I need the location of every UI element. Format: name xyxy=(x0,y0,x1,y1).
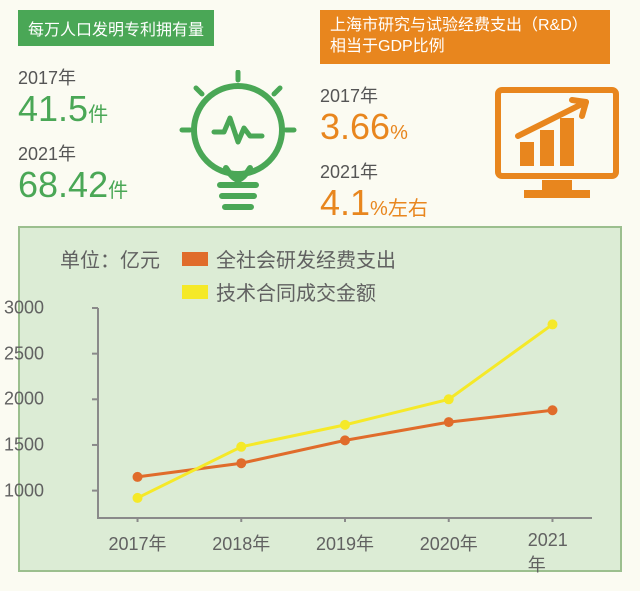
right-column: 上海市研究与试验经费支出（R&D）相当于GDP比例 2017年 3.66% 20… xyxy=(320,10,622,220)
monitor-chart-icon xyxy=(492,84,622,204)
legend-swatch-icon xyxy=(182,285,208,299)
left-column: 每万人口发明专利拥有量 2017年 41.5件 2021年 68.42件 xyxy=(18,10,320,220)
plot-area: 100015002000250030002017年2018年2019年2020年… xyxy=(50,304,602,522)
y-tick: 1500 xyxy=(4,434,50,455)
x-tick: 2021年 xyxy=(528,522,578,577)
x-tick: 2017年 xyxy=(108,522,166,556)
line-chart: 单位：亿元 全社会研发经费支出 技术合同成交金额 100015002000250… xyxy=(18,226,622,572)
x-tick: 2018年 xyxy=(212,522,270,556)
left-badge: 每万人口发明专利拥有量 xyxy=(18,10,214,46)
y-tick: 2000 xyxy=(4,389,50,410)
y-tick: 2500 xyxy=(4,343,50,364)
top-panel: 每万人口发明专利拥有量 2017年 41.5件 2021年 68.42件 上海市… xyxy=(0,0,640,220)
lightbulb-icon xyxy=(178,70,298,220)
y-tick: 1000 xyxy=(4,480,50,501)
legend-item: 全社会研发经费支出 xyxy=(182,244,396,273)
legend-item: 技术合同成交金额 xyxy=(182,277,396,306)
chart-legend: 全社会研发经费支出 技术合同成交金额 xyxy=(182,244,396,310)
x-tick: 2020年 xyxy=(420,522,478,556)
chart-unit-label: 单位：亿元 xyxy=(60,244,160,273)
legend-swatch-icon xyxy=(182,252,208,266)
y-tick: 3000 xyxy=(4,298,50,319)
x-tick: 2019年 xyxy=(316,522,374,556)
right-badge: 上海市研究与试验经费支出（R&D）相当于GDP比例 xyxy=(320,10,610,64)
